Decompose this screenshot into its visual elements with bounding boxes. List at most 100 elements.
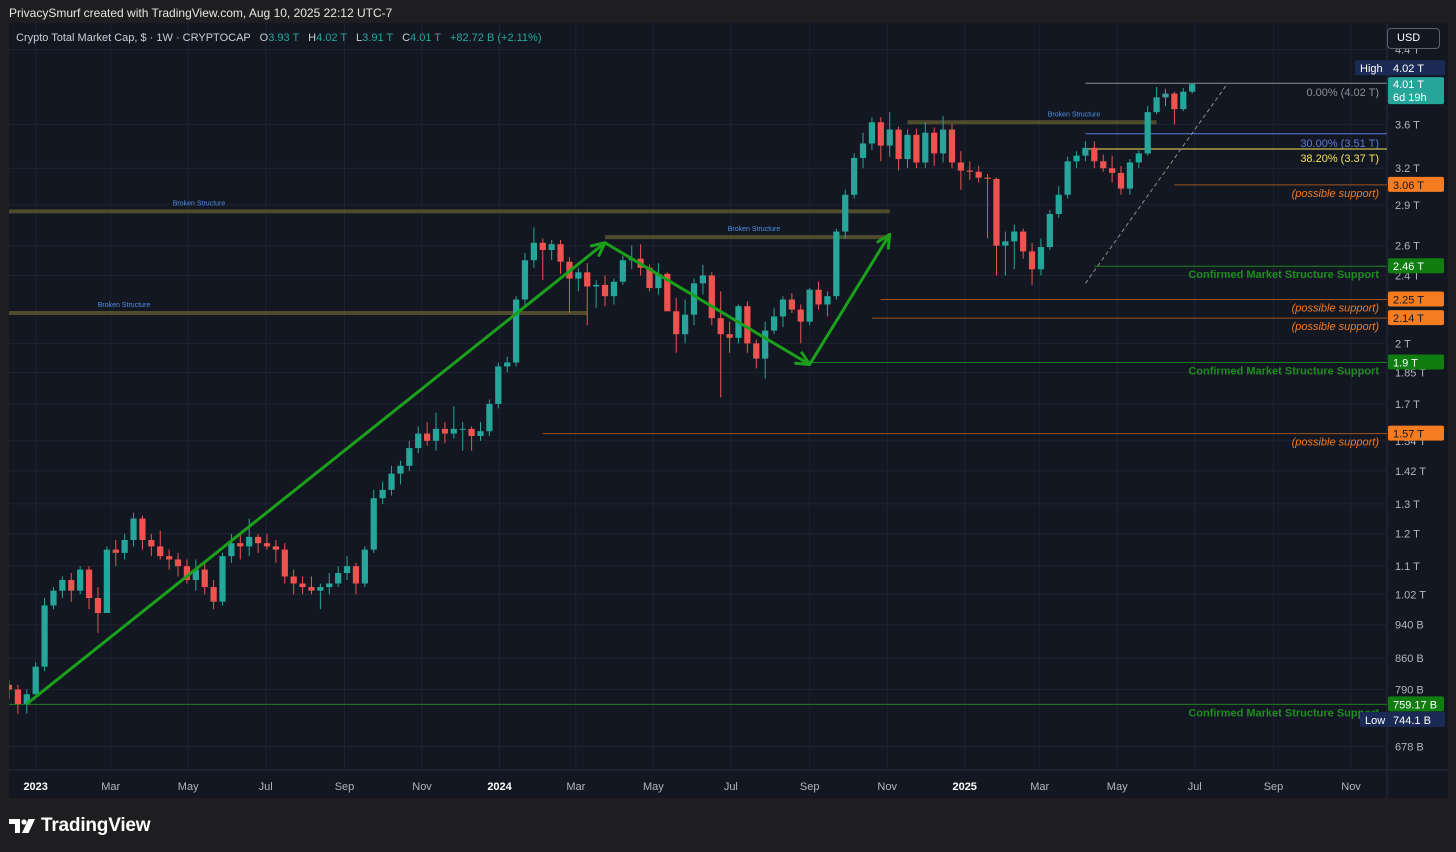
candle-body	[130, 518, 137, 541]
candle-body	[68, 579, 75, 591]
x-tick-label: Mar	[101, 781, 120, 793]
candle-body	[1082, 147, 1089, 156]
candle-body	[1100, 161, 1107, 169]
level-price-tag-bg	[1388, 176, 1444, 192]
candle	[1180, 87, 1187, 112]
candle-body	[343, 566, 351, 574]
candle	[1091, 141, 1098, 169]
level-price-tag-text: 2.14 T	[1393, 313, 1424, 325]
level-price-tag-text: 1.57 T	[1393, 429, 1424, 441]
candle-body	[59, 579, 66, 591]
last-price-countdown: 6d 19h	[1393, 92, 1427, 104]
candle	[424, 421, 431, 446]
candle	[575, 267, 582, 292]
candle	[851, 153, 858, 199]
candle	[824, 291, 831, 317]
low-tag-bg	[1360, 711, 1445, 727]
candle-body	[103, 549, 110, 614]
candle-body	[335, 573, 342, 584]
candle	[1117, 165, 1125, 195]
low-tag: Low 744.1 B	[1360, 711, 1445, 727]
candle-body	[1180, 91, 1187, 110]
low-value: 3.91 T	[362, 32, 393, 44]
close-value: 4.01 T	[410, 32, 441, 44]
last-price-value: 4.01 T	[1393, 79, 1424, 91]
high-label: H	[308, 32, 317, 44]
candle-body	[655, 273, 662, 289]
fib-diagonal	[1085, 82, 1229, 284]
x-tick-label: Nov	[412, 781, 432, 793]
level-price-tag-bg	[1388, 425, 1444, 441]
low-tag-label: Low	[1365, 715, 1385, 727]
candle	[290, 569, 297, 595]
y-axis[interactable]: 4.4 T3.6 T3.2 T2.9 T2.6 T2.4 T2 T1.85 T1…	[1395, 45, 1426, 754]
candle	[406, 440, 413, 472]
candle-body	[246, 536, 253, 547]
candle	[166, 549, 173, 570]
candle	[877, 117, 884, 162]
candle-body	[504, 362, 511, 367]
candle	[931, 127, 938, 166]
candle-body	[174, 559, 182, 567]
candle-body	[361, 549, 368, 584]
chart-panel[interactable]: Broken Structure Broken Structure Broken S…	[9, 23, 1448, 798]
candle-body	[939, 129, 947, 154]
x-tick-label: Jul	[1188, 781, 1202, 793]
candle-body	[1046, 214, 1053, 248]
candle-body	[192, 569, 199, 580]
candle-body	[922, 132, 929, 163]
change-value: +82.72 B (+2.11%)	[449, 32, 542, 44]
candle	[966, 161, 973, 181]
candle-body	[931, 132, 938, 154]
candle	[281, 543, 288, 584]
candle	[254, 533, 262, 553]
candle	[1055, 186, 1062, 218]
x-tick-label: Mar	[566, 781, 585, 793]
candle	[495, 362, 502, 409]
x-axis[interactable]: 2023 Mar May Jul Sep Nov 2024 Mar May Jul Sep Nov 20…	[23, 781, 1361, 793]
candle-body	[424, 433, 431, 441]
candle-body	[450, 428, 457, 434]
candle	[1011, 224, 1018, 270]
candle	[486, 399, 493, 436]
high-tag-bg	[1355, 60, 1445, 76]
fibonacci-levels: 0.00% (4.02 T) 30.00% (3.51 T) 38.20% (3.3…	[1085, 82, 1387, 284]
candle-body	[41, 605, 48, 667]
candle-body	[859, 143, 867, 158]
attribution-text: PrivacySmurf created with TradingView.co…	[9, 6, 393, 20]
candle	[859, 132, 867, 169]
broken-structure-label: Broken Structure	[1048, 111, 1101, 118]
tradingview-wordmark: TradingView	[41, 815, 151, 836]
candle	[601, 275, 609, 307]
open-value: 3.93 T	[268, 32, 300, 44]
candle-body	[210, 587, 217, 602]
candle-body	[539, 242, 546, 250]
candle-body	[1126, 162, 1134, 189]
candle-body	[717, 318, 724, 335]
y-tick-label: 860 B	[1395, 653, 1424, 665]
chart-svg[interactable]: Broken Structure Broken Structure Broken S…	[9, 23, 1448, 798]
candle-body	[1073, 155, 1080, 162]
candles	[9, 83, 1196, 714]
level-price-tag-bg	[1388, 291, 1444, 307]
candle-body	[9, 684, 13, 690]
candle-body	[895, 129, 902, 160]
high-tag: High 4.02 T	[1355, 60, 1445, 76]
candle-body	[486, 403, 493, 432]
candle	[157, 530, 164, 560]
currency-button[interactable]: USD	[1387, 28, 1440, 49]
close-label: C	[402, 32, 411, 44]
footer-brand[interactable]: TradingView	[9, 814, 151, 838]
x-tick-label: Sep	[800, 781, 820, 793]
y-tick-label: 2.4 T	[1395, 270, 1420, 282]
y-tick-label: 1.85 T	[1395, 367, 1426, 379]
candle-body	[770, 316, 778, 331]
candle	[770, 307, 778, 335]
candle	[762, 321, 769, 379]
last-price-tag: 4.01 T6d 19h	[1388, 77, 1444, 105]
level-price-tag-text: 3.06 T	[1393, 180, 1424, 192]
x-tick-label: 2024	[487, 781, 512, 793]
candle-body	[32, 666, 39, 695]
candle-body	[521, 260, 529, 300]
candle-body	[726, 334, 733, 338]
